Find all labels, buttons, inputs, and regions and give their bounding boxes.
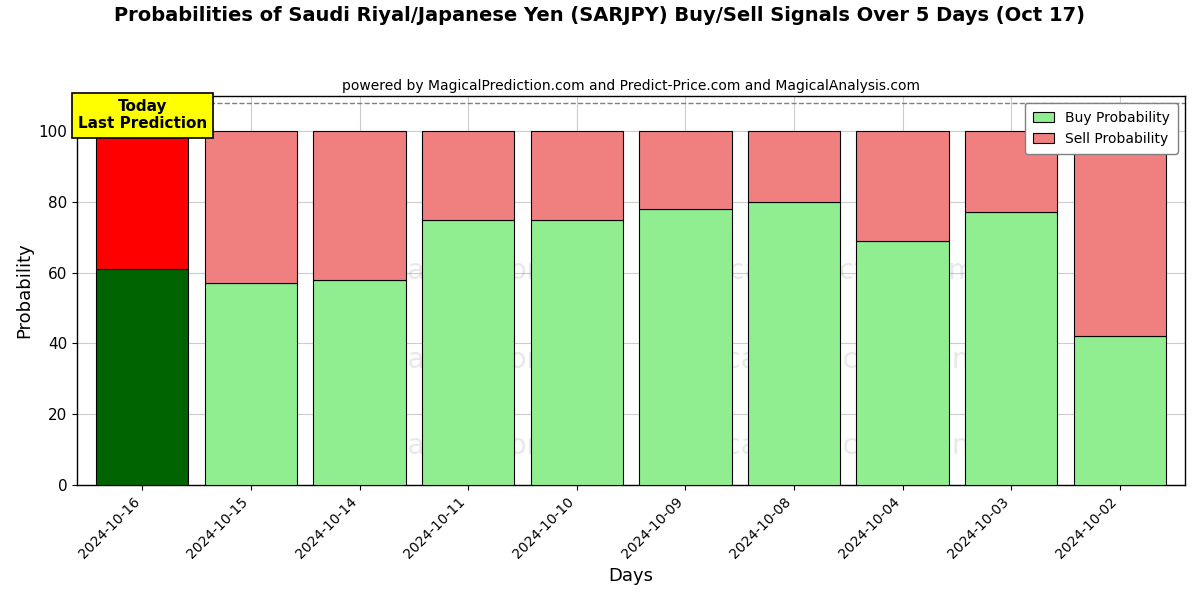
Bar xyxy=(96,269,188,485)
Bar xyxy=(422,220,515,485)
Bar xyxy=(965,131,1057,212)
Title: powered by MagicalPrediction.com and Predict-Price.com and MagicalAnalysis.com: powered by MagicalPrediction.com and Pre… xyxy=(342,79,920,93)
Bar xyxy=(640,131,732,209)
Bar xyxy=(313,131,406,280)
Bar xyxy=(96,131,188,269)
Y-axis label: Probability: Probability xyxy=(14,242,32,338)
Bar xyxy=(422,131,515,220)
Text: calAnalysis.com: calAnalysis.com xyxy=(331,346,554,374)
X-axis label: Days: Days xyxy=(608,567,654,585)
Text: Probabilities of Saudi Riyal/Japanese Yen (SARJPY) Buy/Sell Signals Over 5 Days : Probabilities of Saudi Riyal/Japanese Ye… xyxy=(114,6,1086,25)
Bar xyxy=(640,209,732,485)
Bar xyxy=(857,131,949,241)
Bar xyxy=(205,131,298,283)
Bar xyxy=(205,283,298,485)
Bar xyxy=(1074,337,1166,485)
Bar xyxy=(965,212,1057,485)
Text: MagicallPrediction.com: MagicallPrediction.com xyxy=(659,346,979,374)
Bar xyxy=(857,241,949,485)
Bar xyxy=(748,202,840,485)
Bar xyxy=(313,280,406,485)
Text: calAnalysis.com: calAnalysis.com xyxy=(331,432,554,460)
Text: Today
Last Prediction: Today Last Prediction xyxy=(78,99,206,131)
Text: MagicallPrediction.com: MagicallPrediction.com xyxy=(659,432,979,460)
Bar xyxy=(748,131,840,202)
Bar xyxy=(1074,131,1166,337)
Bar xyxy=(530,131,623,220)
Text: MagicalPrediction.com: MagicalPrediction.com xyxy=(664,257,976,285)
Text: calAnalysis.com: calAnalysis.com xyxy=(331,257,554,285)
Legend: Buy Probability, Sell Probability: Buy Probability, Sell Probability xyxy=(1025,103,1178,154)
Bar xyxy=(530,220,623,485)
